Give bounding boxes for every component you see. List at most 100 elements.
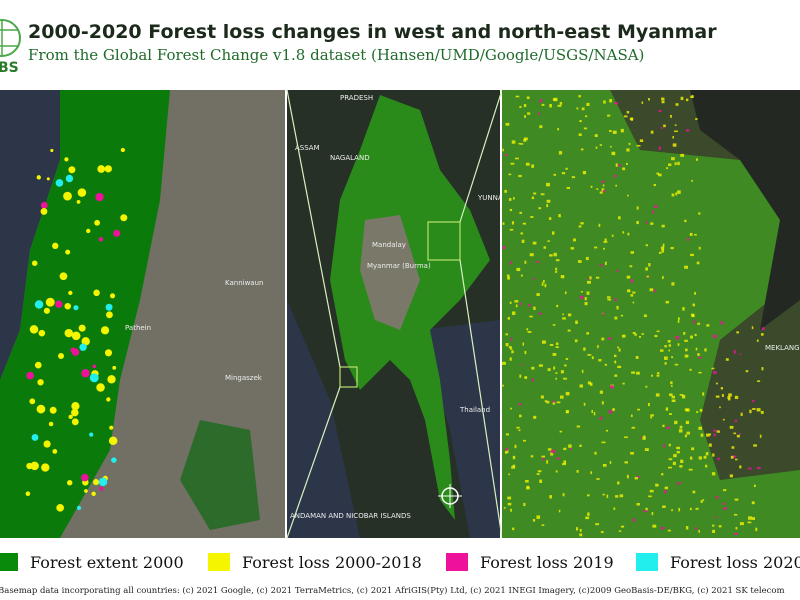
texture bbox=[723, 489, 727, 492]
texture bbox=[521, 239, 525, 244]
texture bbox=[515, 157, 519, 160]
texture bbox=[698, 426, 703, 430]
texture bbox=[25, 491, 31, 497]
legend: Forest extent 2000 Forest loss 2000-2018 F… bbox=[0, 553, 800, 572]
texture bbox=[643, 314, 647, 318]
texture bbox=[112, 365, 117, 370]
texture bbox=[698, 456, 702, 460]
texture bbox=[619, 494, 624, 498]
texture bbox=[502, 148, 504, 152]
texture bbox=[523, 502, 526, 507]
texture bbox=[736, 434, 740, 438]
texture bbox=[664, 356, 668, 360]
texture bbox=[531, 366, 535, 370]
texture bbox=[645, 507, 648, 511]
texture bbox=[511, 311, 516, 315]
texture bbox=[636, 503, 640, 506]
texture bbox=[538, 207, 542, 210]
texture bbox=[563, 460, 567, 464]
texture bbox=[683, 332, 686, 335]
texture bbox=[562, 317, 566, 320]
texture bbox=[729, 425, 734, 429]
texture bbox=[722, 418, 725, 421]
texture bbox=[530, 216, 534, 218]
texture bbox=[99, 486, 104, 491]
texture bbox=[676, 482, 681, 485]
texture bbox=[507, 317, 511, 320]
texture bbox=[755, 527, 758, 532]
texture bbox=[613, 354, 617, 358]
texture bbox=[659, 349, 664, 352]
texture bbox=[656, 172, 659, 175]
texture bbox=[712, 453, 715, 457]
texture bbox=[685, 348, 688, 352]
texture bbox=[530, 455, 534, 458]
texture bbox=[552, 401, 556, 405]
texture bbox=[675, 103, 679, 106]
texture bbox=[510, 337, 513, 342]
texture bbox=[523, 104, 527, 108]
texture bbox=[539, 125, 543, 129]
texture bbox=[527, 331, 532, 333]
texture bbox=[108, 436, 118, 446]
texture bbox=[532, 518, 536, 522]
texture bbox=[650, 414, 654, 417]
texture bbox=[536, 293, 540, 296]
texture bbox=[539, 479, 543, 483]
texture bbox=[603, 247, 606, 250]
texture bbox=[660, 526, 665, 530]
texture bbox=[705, 452, 709, 456]
texture bbox=[690, 253, 694, 257]
texture bbox=[643, 510, 648, 513]
texture bbox=[643, 435, 646, 438]
texture bbox=[576, 107, 579, 110]
texture bbox=[31, 434, 39, 441]
texture bbox=[600, 531, 604, 534]
texture bbox=[614, 316, 618, 320]
texture bbox=[618, 216, 621, 220]
texture bbox=[604, 261, 607, 266]
texture bbox=[531, 164, 535, 168]
texture bbox=[738, 433, 741, 435]
texture bbox=[615, 184, 618, 187]
texture bbox=[547, 368, 551, 372]
texture bbox=[512, 455, 516, 460]
texture bbox=[689, 368, 692, 371]
texture bbox=[525, 479, 529, 483]
texture bbox=[680, 96, 684, 101]
texture bbox=[630, 414, 633, 418]
texture bbox=[590, 185, 593, 188]
texture bbox=[732, 455, 736, 459]
texture bbox=[715, 382, 718, 385]
texture bbox=[598, 223, 601, 227]
texture bbox=[558, 509, 561, 513]
texture bbox=[580, 222, 584, 225]
texture bbox=[603, 241, 608, 243]
texture bbox=[546, 400, 550, 404]
texture bbox=[78, 324, 86, 332]
texture bbox=[607, 298, 612, 301]
map-label: YUNNAN bbox=[477, 194, 508, 202]
texture bbox=[677, 343, 680, 346]
texture bbox=[542, 457, 545, 461]
texture bbox=[752, 408, 756, 410]
map-label: Thailand bbox=[459, 406, 490, 414]
texture bbox=[581, 107, 585, 111]
texture bbox=[618, 348, 621, 352]
texture bbox=[553, 366, 556, 370]
texture bbox=[559, 430, 563, 433]
texture bbox=[523, 137, 528, 141]
texture bbox=[636, 371, 640, 375]
texture bbox=[533, 415, 537, 419]
texture bbox=[645, 221, 648, 224]
texture bbox=[650, 222, 654, 225]
texture bbox=[694, 233, 697, 236]
texture bbox=[64, 302, 72, 310]
texture bbox=[542, 280, 545, 283]
texture bbox=[579, 528, 582, 532]
texture bbox=[606, 494, 609, 499]
texture bbox=[698, 246, 701, 250]
texture bbox=[617, 481, 620, 485]
texture bbox=[541, 103, 545, 106]
texture bbox=[670, 246, 674, 250]
